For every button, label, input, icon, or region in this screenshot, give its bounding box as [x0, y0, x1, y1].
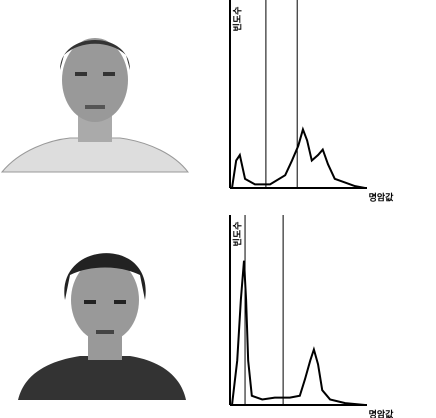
- face-photo-1: [2, 38, 188, 172]
- y-axis-label: 빈도수: [232, 7, 244, 32]
- y-axis-label: 빈도수: [232, 222, 244, 247]
- x-axis-label: 명암값: [369, 409, 395, 418]
- histogram-line: [232, 129, 365, 188]
- figure: 빈도수명암값빈도수명암값: [0, 0, 436, 418]
- x-axis-label: 명암값: [369, 192, 395, 204]
- histogram-line: [232, 261, 365, 405]
- face-photo-2: [18, 253, 186, 400]
